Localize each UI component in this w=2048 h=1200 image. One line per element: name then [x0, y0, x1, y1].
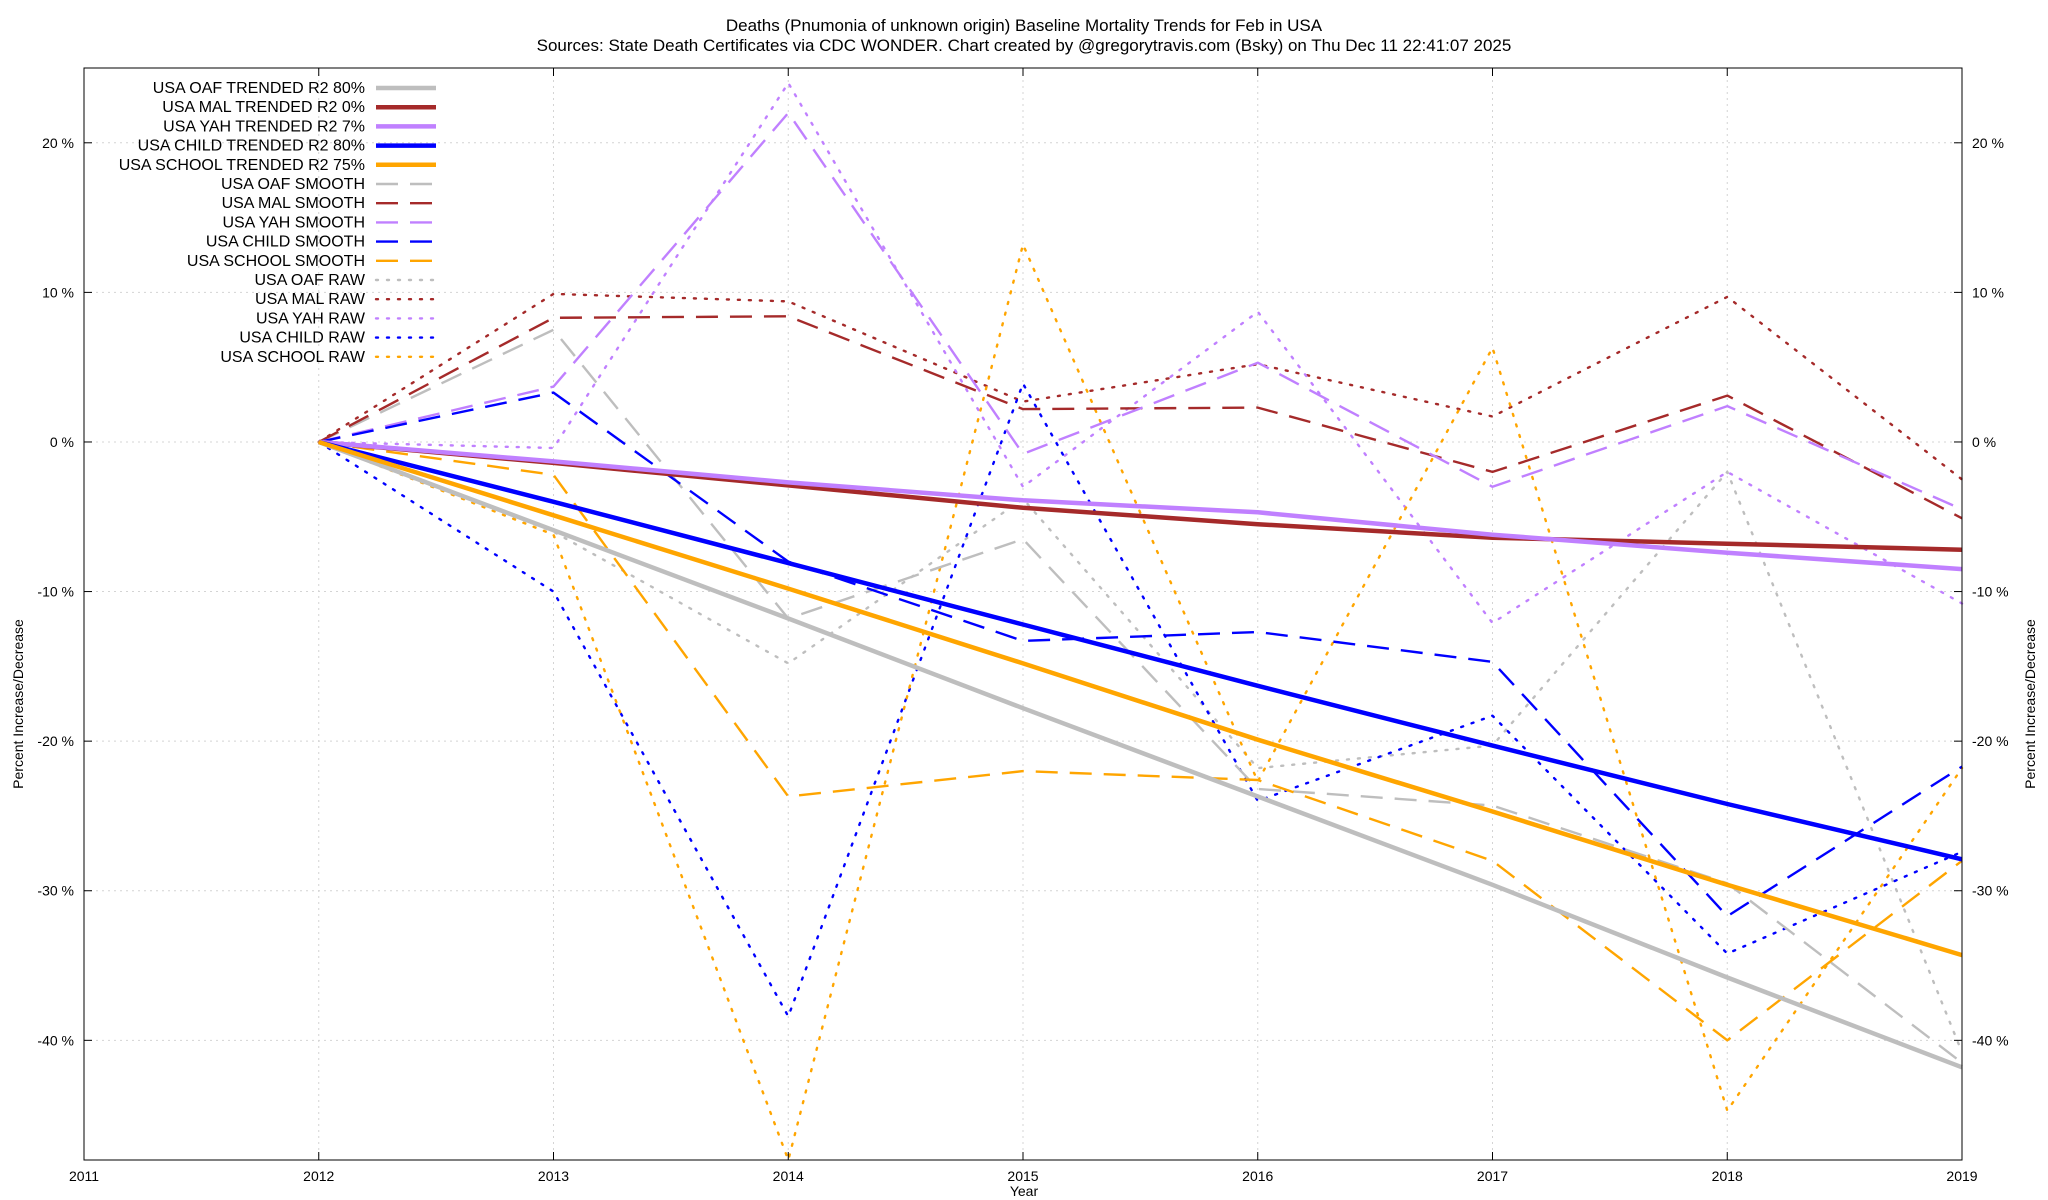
series-line-3 [318, 439, 1963, 862]
legend-label: USA OAF SMOOTH [221, 176, 365, 193]
legend-label: USA MAL TRENDED R2 0% [162, 99, 365, 116]
y-tick-label-left: -10 % [37, 584, 74, 600]
x-tick-label: 2016 [1242, 1168, 1273, 1184]
series-line-7 [318, 111, 1963, 511]
series-line-0 [318, 439, 1963, 1070]
series-line-2 [318, 439, 1963, 572]
chart-title: Deaths (Pnumonia of unknown origin) Base… [725, 16, 1323, 35]
legend-label: USA OAF RAW [254, 272, 365, 289]
y-tick-label-right: -20 % [1972, 733, 2009, 749]
series-line-4 [318, 439, 1963, 958]
series-line-12 [317, 81, 1964, 625]
legend-label: USA CHILD RAW [239, 330, 366, 347]
grid-lines [83, 68, 1963, 1160]
y-tick-label-right: -40 % [1972, 1032, 2009, 1048]
x-tick-label: 2014 [773, 1168, 804, 1184]
legend-label: USA MAL SMOOTH [222, 195, 365, 212]
x-tick-label: 2011 [69, 1168, 99, 1184]
y-tick-label-right: -10 % [1972, 584, 2009, 600]
y-axis-label-right: Percent Increase/Decrease [2022, 619, 2038, 789]
axis-ticks: 2011 2012 2013 2014 2015 2016 2017 2018 2019 20 %… [37, 68, 2009, 1184]
legend: USA OAF TRENDED R2 80% USA MAL TRENDED R2… [119, 80, 438, 366]
legend-label: USA SCHOOL TRENDED R2 75% [119, 157, 365, 174]
x-axis-label: Year [1009, 1183, 1039, 1199]
series-line-5 [318, 328, 1963, 1064]
y-tick-label-right: 20 % [1972, 135, 2004, 151]
series-line-9 [318, 440, 1963, 1042]
y-axis-label-left: Percent Increase/Decrease [10, 619, 26, 789]
legend-label: USA SCHOOL SMOOTH [187, 253, 365, 270]
legend-label: USA CHILD TRENDED R2 80% [138, 138, 365, 155]
legend-label: USA MAL RAW [255, 291, 366, 308]
y-tick-label-right: 10 % [1972, 284, 2004, 300]
legend-label: USA YAH RAW [256, 310, 366, 327]
legend-label: USA YAH TRENDED R2 7% [163, 118, 365, 135]
y-tick-label-right: 0 % [1972, 434, 1996, 450]
y-tick-label-left: 10 % [42, 284, 74, 300]
x-tick-label: 2012 [303, 1168, 334, 1184]
legend-label: USA SCHOOL RAW [220, 349, 366, 366]
x-tick-label: 2013 [538, 1168, 569, 1184]
y-tick-label-left: 0 % [50, 434, 74, 450]
series-line-10 [317, 440, 1964, 1054]
y-tick-label-left: 20 % [42, 135, 74, 151]
x-tick-label: 2019 [1946, 1168, 1977, 1184]
legend-label: USA CHILD SMOOTH [206, 234, 365, 251]
x-tick-label: 2018 [1712, 1168, 1743, 1184]
legend-label: USA YAH SMOOTH [222, 214, 365, 231]
chart-subtitle: Sources: State Death Certificates via CD… [536, 36, 1512, 55]
y-tick-label-right: -30 % [1972, 883, 2009, 899]
series-line-6 [318, 315, 1963, 520]
y-tick-label-left: -30 % [37, 883, 74, 899]
series-line-11 [317, 292, 1964, 481]
series-layer [317, 81, 1964, 1162]
y-tick-label-left: -20 % [37, 733, 74, 749]
legend-label: USA OAF TRENDED R2 80% [153, 80, 365, 97]
x-tick-label: 2015 [1007, 1168, 1038, 1184]
series-line-14 [317, 243, 1964, 1162]
y-tick-label-left: -40 % [37, 1032, 74, 1048]
x-tick-label: 2017 [1477, 1168, 1508, 1184]
